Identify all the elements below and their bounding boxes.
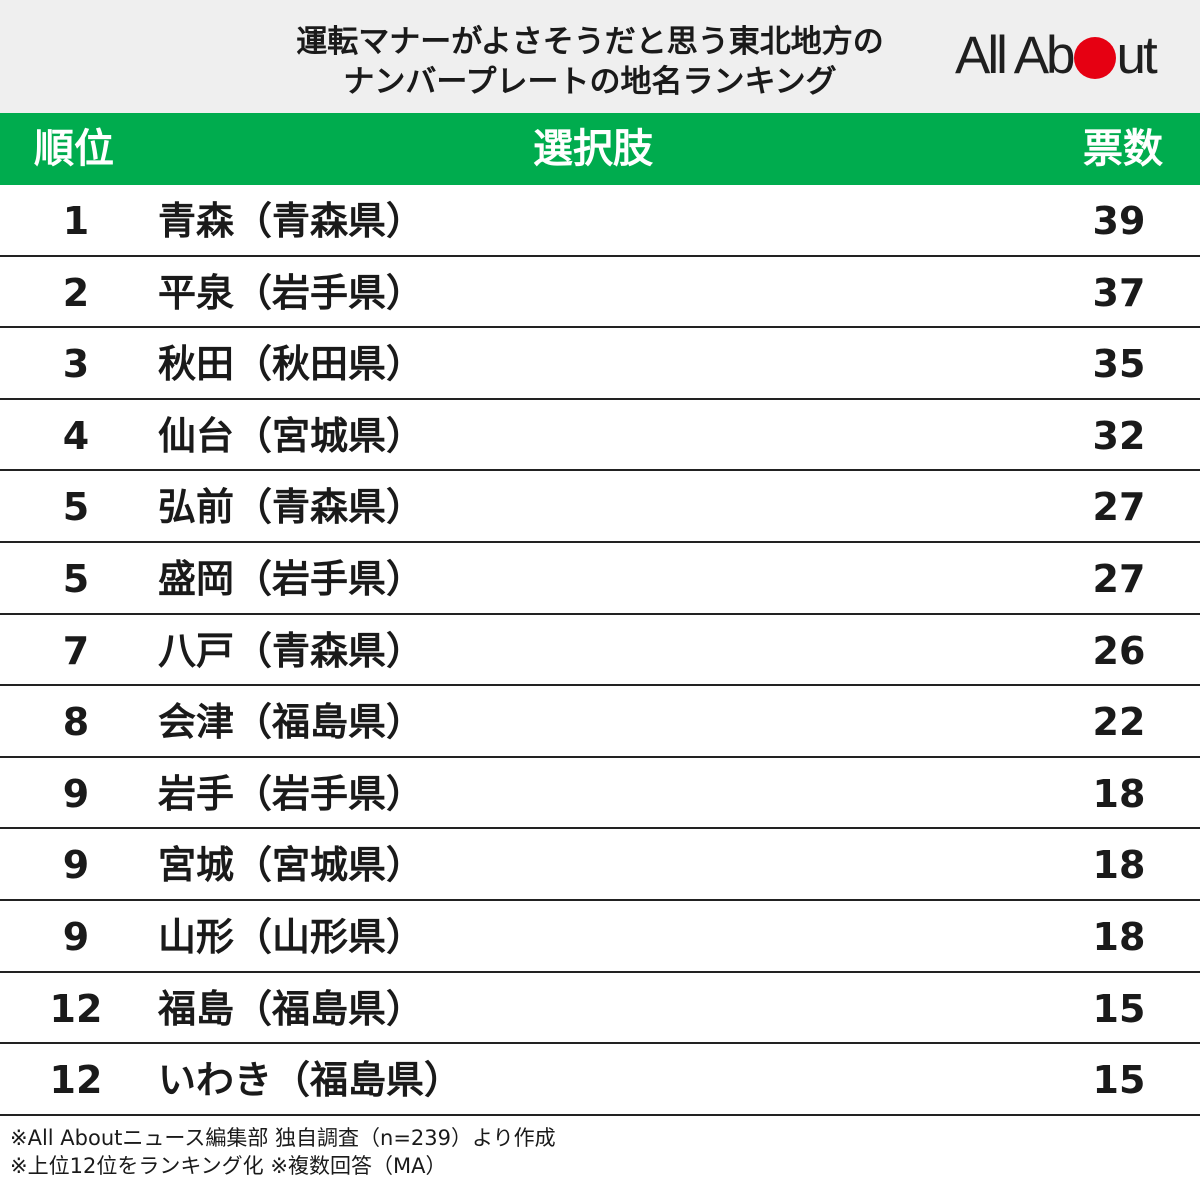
rank-cell: 12 — [49, 986, 103, 1031]
title-line-2: ナンバープレートの地名ランキング — [343, 64, 837, 100]
column-header-rank: 順位 — [34, 126, 114, 172]
votes-cell: 26 — [1092, 628, 1146, 673]
logo-text-left: All Ab — [955, 25, 1076, 85]
votes-cell: 18 — [1092, 843, 1146, 888]
votes-cell: 39 — [1092, 199, 1146, 243]
votes-cell: 22 — [1092, 700, 1146, 745]
votes-cell: 32 — [1092, 413, 1146, 458]
choice-cell: 八戸（青森県） — [158, 628, 425, 673]
choice-cell: 仙台（宮城県） — [158, 413, 425, 458]
rank-cell: 12 — [49, 1058, 103, 1103]
rank-cell: 5 — [62, 556, 90, 601]
choice-cell: 盛岡（岩手県） — [158, 556, 425, 601]
column-header-votes: 票数 — [1083, 126, 1163, 172]
votes-cell: 18 — [1092, 914, 1146, 959]
votes-cell: 27 — [1092, 485, 1146, 530]
table-row: 12 福島（福島県） 15 — [0, 973, 1200, 1045]
table-row: 9 山形（山形県） 18 — [0, 901, 1200, 973]
page-title: 運転マナーがよさそうだと思う東北地方の ナンバープレートの地名ランキング — [200, 22, 980, 102]
votes-cell: 37 — [1092, 270, 1146, 315]
ranking-table-body: 1 青森（青森県） 39 2 平泉（岩手県） 37 3 秋田（秋田県） 35 4 仙台（宮城県） 32… — [0, 185, 1200, 1116]
choice-cell: 会津（福島県） — [158, 700, 425, 745]
footnote-source: ※All Aboutニュース編集部 独自調査（n=239）より作成 — [10, 1126, 556, 1150]
table-row: 9 宮城（宮城県） 18 — [0, 829, 1200, 901]
column-header-choice: 選択肢 — [533, 126, 653, 172]
table-row: 8 会津（福島県） 22 — [0, 686, 1200, 758]
table-row: 5 弘前（青森県） 27 — [0, 471, 1200, 543]
rank-cell: 7 — [62, 628, 90, 673]
choice-cell: 青森（青森県） — [158, 199, 425, 243]
votes-cell: 15 — [1092, 986, 1146, 1031]
votes-cell: 35 — [1092, 342, 1146, 387]
choice-cell: いわき（福島県） — [158, 1058, 463, 1103]
choice-cell: 岩手（岩手県） — [158, 771, 425, 816]
choice-cell: 秋田（秋田県） — [158, 342, 425, 387]
table-row: 12 いわき（福島県） 15 — [0, 1044, 1200, 1116]
votes-cell: 15 — [1092, 1058, 1146, 1103]
votes-cell: 27 — [1092, 556, 1146, 601]
choice-cell: 平泉（岩手県） — [158, 270, 425, 315]
logo-red-dot-icon — [1073, 37, 1116, 79]
table-row: 1 青森（青森県） 39 — [0, 185, 1200, 257]
choice-cell: 弘前（青森県） — [158, 485, 425, 530]
rank-cell: 9 — [62, 843, 90, 888]
rank-cell: 9 — [62, 771, 90, 816]
rank-cell: 3 — [62, 342, 90, 387]
page-header: 運転マナーがよさそうだと思う東北地方の ナンバープレートの地名ランキング All… — [0, 0, 1200, 113]
footnote-method: ※上位12位をランキング化 ※複数回答（MA） — [10, 1154, 447, 1178]
table-row: 3 秋田（秋田県） 35 — [0, 328, 1200, 400]
choice-cell: 宮城（宮城県） — [158, 843, 425, 888]
choice-cell: 福島（福島県） — [158, 986, 425, 1031]
footnotes: ※All Aboutニュース編集部 独自調査（n=239）より作成 ※上位12位… — [10, 1124, 556, 1180]
table-row: 2 平泉（岩手県） 37 — [0, 257, 1200, 329]
title-line-1: 運転マナーがよさそうだと思う東北地方の — [296, 24, 884, 60]
rank-cell: 9 — [62, 914, 90, 959]
logo-text-right: ut — [1116, 25, 1158, 85]
rank-cell: 5 — [62, 485, 90, 530]
table-header: 順位 選択肢 票数 — [0, 113, 1200, 185]
choice-cell: 山形（山形県） — [158, 914, 425, 959]
rank-cell: 4 — [62, 413, 90, 458]
table-row: 9 岩手（岩手県） 18 — [0, 758, 1200, 830]
rank-cell: 1 — [62, 199, 90, 243]
table-row: 5 盛岡（岩手県） 27 — [0, 543, 1200, 615]
table-row: 7 八戸（青森県） 26 — [0, 615, 1200, 687]
all-about-logo: All Ab ut — [955, 25, 1158, 85]
table-row: 4 仙台（宮城県） 32 — [0, 400, 1200, 472]
rank-cell: 2 — [62, 270, 90, 315]
votes-cell: 18 — [1092, 771, 1146, 816]
rank-cell: 8 — [62, 700, 90, 745]
